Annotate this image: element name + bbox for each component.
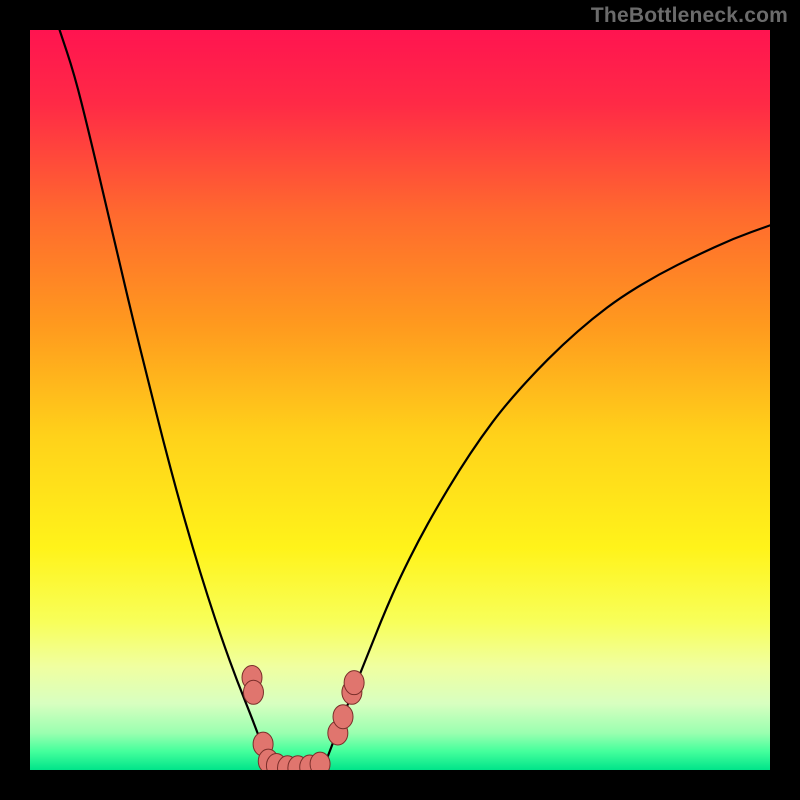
marker-point — [243, 680, 263, 704]
marker-point — [344, 671, 364, 695]
chart-frame: TheBottleneck.com — [0, 0, 800, 800]
watermark-text: TheBottleneck.com — [591, 4, 788, 28]
marker-point — [310, 752, 330, 770]
marker-point — [333, 705, 353, 729]
plot-area — [30, 30, 770, 770]
plot-background — [30, 30, 770, 770]
plot-svg — [30, 30, 770, 770]
